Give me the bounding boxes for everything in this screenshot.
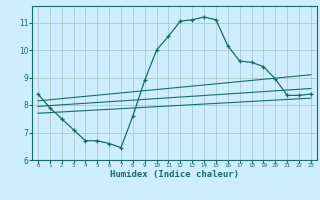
X-axis label: Humidex (Indice chaleur): Humidex (Indice chaleur) <box>110 170 239 179</box>
